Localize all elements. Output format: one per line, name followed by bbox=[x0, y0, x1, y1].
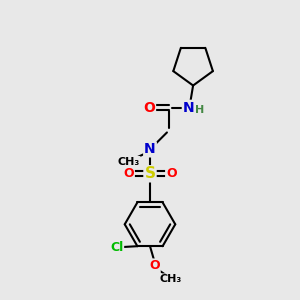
Text: N: N bbox=[183, 101, 194, 115]
Text: CH₃: CH₃ bbox=[118, 157, 140, 167]
Text: O: O bbox=[143, 101, 155, 115]
Text: Cl: Cl bbox=[110, 241, 123, 254]
Text: O: O bbox=[166, 167, 177, 180]
Text: H: H bbox=[195, 105, 205, 115]
Text: O: O bbox=[123, 167, 134, 180]
Text: O: O bbox=[149, 260, 160, 272]
Text: S: S bbox=[145, 166, 155, 181]
Text: CH₃: CH₃ bbox=[160, 274, 182, 284]
Text: N: N bbox=[144, 142, 156, 156]
